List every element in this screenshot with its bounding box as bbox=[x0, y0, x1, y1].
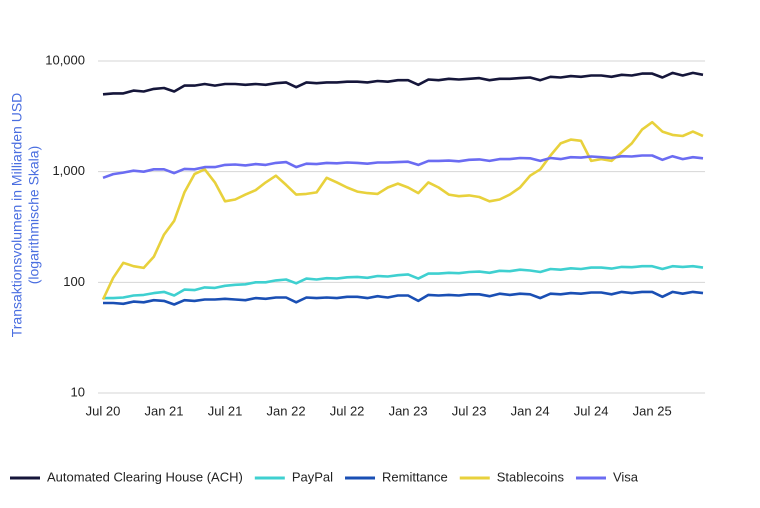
x-tick-label: Jan 25 bbox=[633, 403, 672, 418]
series-line bbox=[102, 154, 704, 180]
legend-label: Automated Clearing House (ACH) bbox=[47, 469, 243, 484]
y-label-line: (logarithmische Skala) bbox=[26, 146, 42, 285]
x-tick-label: Jul 24 bbox=[574, 403, 609, 418]
series-line bbox=[103, 264, 704, 300]
legend-label: Visa bbox=[613, 469, 639, 484]
y-axis-title: Transaktionsvolumen in Milliarden USD (l… bbox=[9, 93, 42, 338]
legend-label: PayPal bbox=[292, 469, 333, 484]
y-tick-label: 100 bbox=[63, 274, 85, 289]
x-tick-label: Jan 23 bbox=[389, 403, 428, 418]
series-line bbox=[102, 71, 704, 96]
y-tick-label: 1,000 bbox=[52, 163, 85, 178]
x-tick-label: Jan 22 bbox=[267, 403, 306, 418]
series-line bbox=[101, 120, 704, 301]
x-tick-label: Jul 22 bbox=[330, 403, 365, 418]
legend-label: Remittance bbox=[382, 469, 448, 484]
y-tick-label: 10 bbox=[71, 384, 85, 399]
x-tick-label: Jan 21 bbox=[144, 403, 183, 418]
x-tick-label: Jul 23 bbox=[452, 403, 487, 418]
y-tick-label: 10,000 bbox=[45, 52, 85, 67]
x-tick-label: Jan 24 bbox=[511, 403, 550, 418]
series-line bbox=[103, 290, 704, 306]
x-tick-label: Jul 20 bbox=[86, 403, 121, 418]
x-tick-label: Jul 21 bbox=[208, 403, 243, 418]
y-label-line: Transaktionsvolumen in Milliarden USD bbox=[9, 93, 25, 338]
legend-label: Stablecoins bbox=[497, 469, 565, 484]
